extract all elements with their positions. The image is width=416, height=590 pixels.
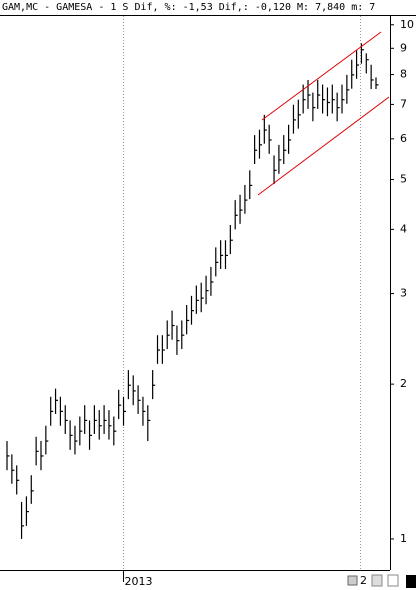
lower-channel-line [257, 96, 390, 196]
upper-channel-line [261, 31, 382, 121]
toolbar: 2 [347, 574, 416, 588]
y-tick-label: 5 [400, 173, 407, 186]
toolbar-page: 2 [360, 574, 367, 587]
header-mask [380, 1, 390, 14]
toolbar-icon[interactable] [347, 575, 358, 586]
x-tick-label: 2013 [125, 575, 153, 588]
toolbar-print[interactable] [387, 574, 399, 587]
chart-title: GAM,MC - GAMESA - 1 S Dif, %: -1,53 Dif,… [2, 2, 375, 13]
y-tick-label: 7 [400, 97, 407, 110]
toolbar-save[interactable] [371, 574, 383, 587]
y-tick-label: 2 [400, 377, 407, 390]
toolbar-stop[interactable] [406, 575, 416, 588]
y-tick-label: 1 [400, 532, 407, 545]
y-tick-label: 6 [400, 132, 407, 145]
y-tick-label: 4 [400, 222, 407, 235]
y-tick-label: 9 [400, 41, 407, 54]
y-tick-label: 3 [400, 287, 407, 300]
y-tick-label: 10 [400, 18, 414, 31]
y-tick-label: 8 [400, 68, 407, 81]
